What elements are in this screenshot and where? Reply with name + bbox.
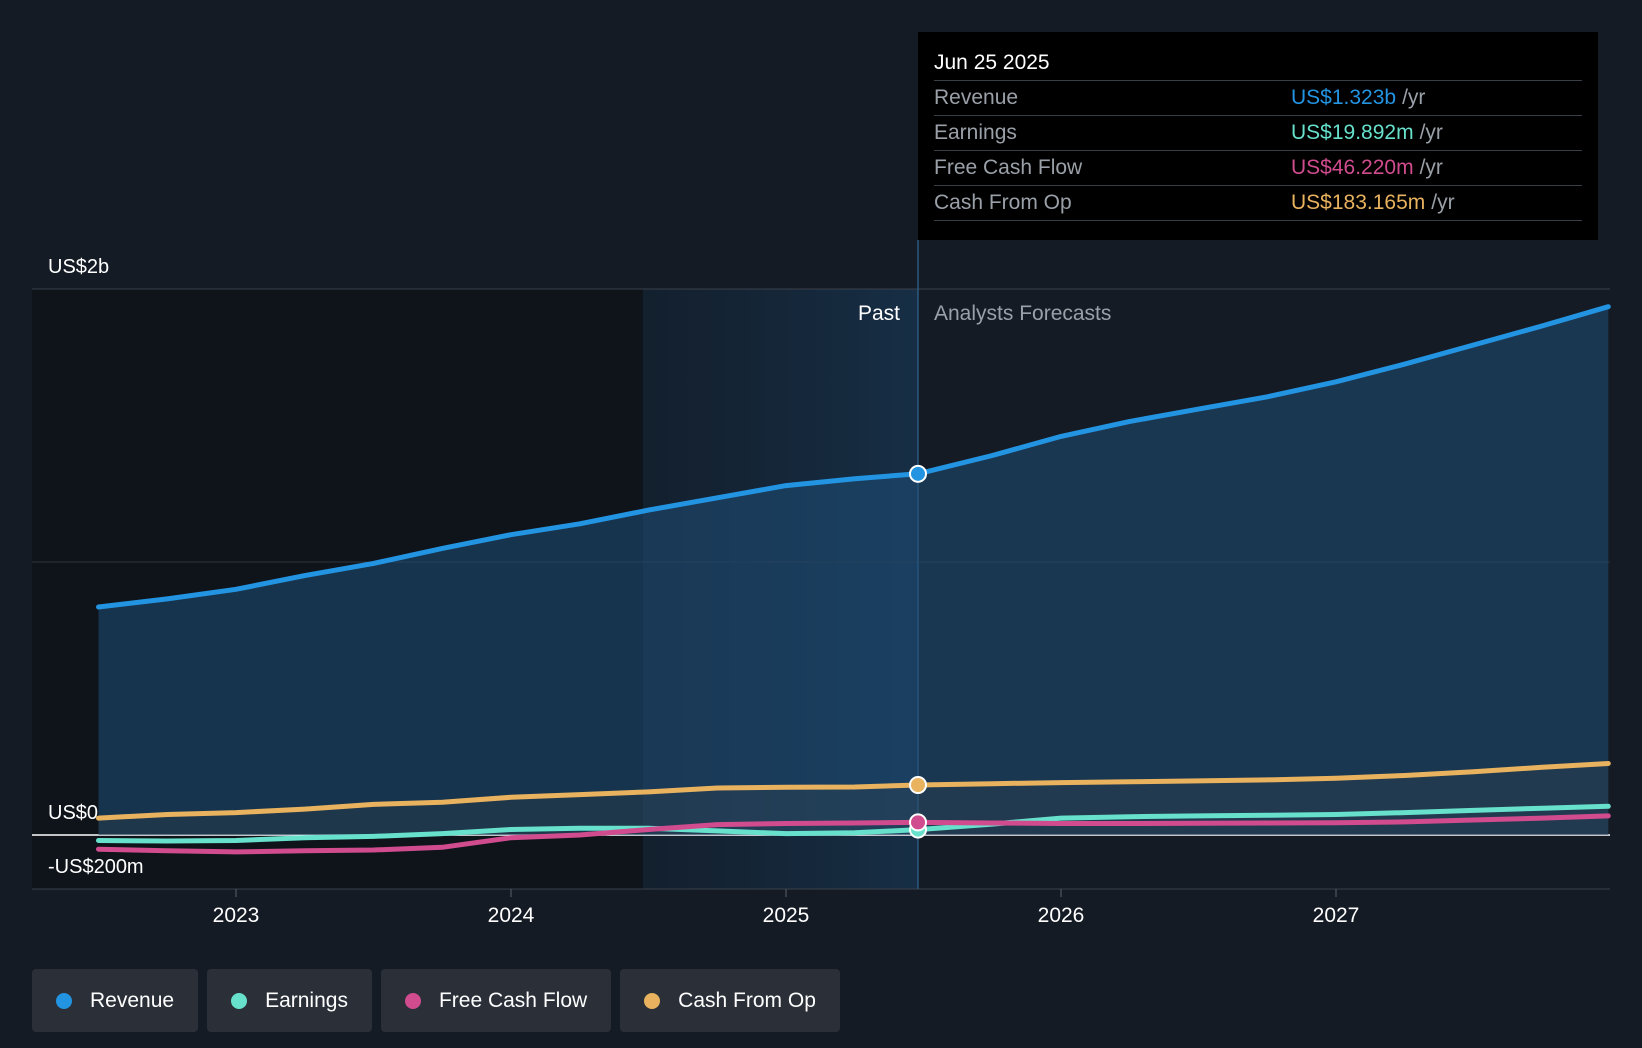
cash-from-op-highlight-point [909, 775, 927, 794]
free-cash-flow-line [96, 813, 1611, 855]
x-tick-label: 2023 [213, 904, 260, 927]
past-label: Past [858, 302, 900, 325]
tooltip-unit: /yr [1419, 156, 1443, 179]
revenue-highlight-point [909, 464, 927, 483]
tooltip-label: Cash From Op [934, 191, 1072, 214]
tooltip-value: US$19.892m [1291, 121, 1414, 144]
legend-label: Revenue [90, 988, 175, 1012]
earnings-line [96, 803, 1611, 844]
legend-item-earnings[interactable]: Earnings [207, 969, 372, 1032]
tooltip-row-free-cash-flow: Free Cash Flow US$46.220m /yr [934, 150, 1582, 185]
legend-item-free-cash-flow[interactable]: Free Cash Flow [380, 969, 612, 1032]
legend-item-cash-from-op[interactable]: Cash From Op [620, 969, 840, 1032]
legend-item-revenue[interactable]: Revenue [32, 969, 199, 1032]
free-cash-flow-highlight-point [909, 813, 927, 832]
tooltip-row-cash-from-op: Cash From Op US$183.165m /yr [934, 185, 1582, 221]
x-tick-label: 2027 [1313, 904, 1360, 927]
tooltip-label: Free Cash Flow [934, 156, 1083, 179]
tooltip-unit: /yr [1419, 121, 1443, 144]
tooltip-date: Jun 25 2025 [934, 51, 1050, 74]
dot-icon [404, 992, 421, 1009]
tooltip-label: Revenue [934, 86, 1019, 109]
dot-icon [231, 992, 248, 1009]
tooltip-unit: /yr [1431, 191, 1455, 214]
y-axis-label: US$0 [48, 802, 98, 824]
tooltip-row-earnings: Earnings US$19.892m /yr [934, 115, 1582, 150]
y-axis-label: -US$200m [48, 856, 144, 878]
tooltip: Jun 25 2025 Revenue US$1.323b /yr Earnin… [918, 32, 1598, 240]
x-tick-label: 2025 [763, 904, 810, 927]
legend-label: Cash From Op [678, 988, 816, 1012]
tooltip-unit: /yr [1402, 86, 1426, 109]
revenue-area [98, 306, 1609, 835]
tooltip-value: US$46.220m [1291, 156, 1414, 179]
tooltip-value: US$183.165m [1291, 191, 1426, 214]
x-tick-label: 2026 [1038, 904, 1085, 927]
forecast-label: Analysts Forecasts [934, 302, 1111, 325]
legend: Revenue Earnings Free Cash Flow Cash Fro… [32, 969, 840, 1032]
tooltip-row-revenue: Revenue US$1.323b /yr [934, 80, 1582, 115]
dot-icon [56, 992, 72, 1009]
dot-icon [644, 992, 661, 1009]
tooltip-value: US$1.323b [1291, 86, 1397, 109]
x-tick-label: 2024 [488, 904, 535, 927]
y-axis-label: US$2b [48, 256, 109, 278]
revenue-line [96, 304, 1611, 610]
legend-label: Earnings [265, 988, 348, 1012]
tooltip-label: Earnings [934, 121, 1017, 144]
legend-label: Free Cash Flow [438, 988, 588, 1012]
cash-from-op-line [96, 761, 1611, 821]
